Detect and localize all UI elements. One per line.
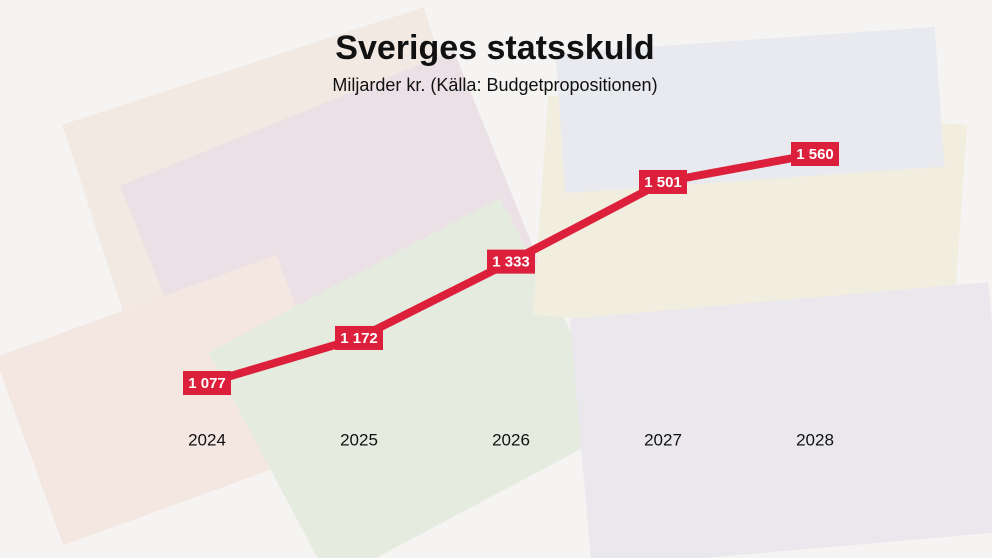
- value-label-group: 1 333: [487, 249, 535, 274]
- value-label: 1 560: [796, 146, 834, 163]
- value-label: 1 501: [644, 174, 682, 191]
- x-tick-label: 2028: [796, 430, 834, 449]
- banknote: [208, 197, 622, 558]
- value-label: 1 077: [188, 375, 226, 392]
- x-tick-label: 2025: [340, 430, 378, 449]
- value-label-box: [791, 142, 839, 166]
- banknote: [62, 7, 498, 353]
- value-label: 1 172: [340, 330, 378, 347]
- x-tick-label: 2026: [492, 430, 530, 449]
- chart-title: Sveriges statsskuld: [335, 29, 654, 67]
- banknote: [120, 50, 540, 400]
- value-label-box: [183, 371, 231, 395]
- value-label-group: 1 172: [335, 325, 383, 350]
- value-label-box: [487, 249, 535, 274]
- banknote: [569, 282, 992, 558]
- value-label-group: 1 077: [183, 371, 231, 395]
- banknote: [0, 254, 346, 546]
- value-label-group: 1 560: [791, 142, 839, 166]
- value-label-box: [335, 325, 383, 350]
- banknote: [555, 26, 945, 194]
- chart-subtitle: Miljarder kr. (Källa: Budgetpropositione…: [332, 75, 657, 95]
- value-label: 1 333: [492, 254, 530, 271]
- x-tick-label: 2027: [644, 430, 682, 449]
- value-label-box: [639, 169, 687, 194]
- x-tick-label: 2024: [188, 430, 226, 449]
- banknote: [532, 95, 968, 345]
- value-label-group: 1 501: [639, 169, 687, 194]
